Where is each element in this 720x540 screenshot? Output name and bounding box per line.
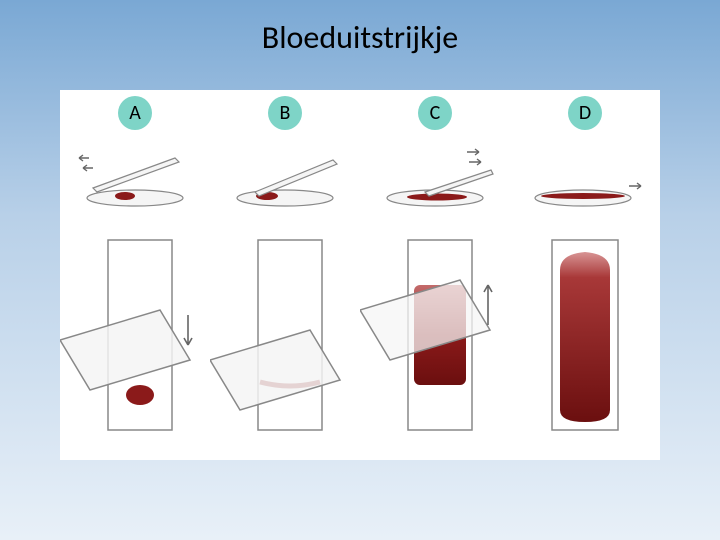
top-view-b bbox=[210, 230, 360, 440]
side-view-c bbox=[375, 140, 495, 210]
step-a: A bbox=[60, 90, 210, 460]
step-label-d: D bbox=[568, 96, 602, 130]
step-label-a: A bbox=[118, 96, 152, 130]
step-d: D bbox=[510, 90, 660, 460]
side-view-b bbox=[225, 140, 345, 210]
page-title: Bloeduitstrijkje bbox=[0, 0, 720, 57]
step-b: B bbox=[210, 90, 360, 460]
side-view-d bbox=[525, 140, 645, 210]
step-label-c: C bbox=[418, 96, 452, 130]
diagram-columns: A bbox=[60, 90, 660, 460]
step-c: C bbox=[360, 90, 510, 460]
top-view-d bbox=[530, 230, 640, 440]
diagram-panel: A bbox=[60, 90, 660, 460]
side-view-a bbox=[75, 140, 195, 210]
top-view-c bbox=[360, 230, 510, 440]
step-label-b: B bbox=[268, 96, 302, 130]
top-view-a bbox=[60, 230, 210, 440]
